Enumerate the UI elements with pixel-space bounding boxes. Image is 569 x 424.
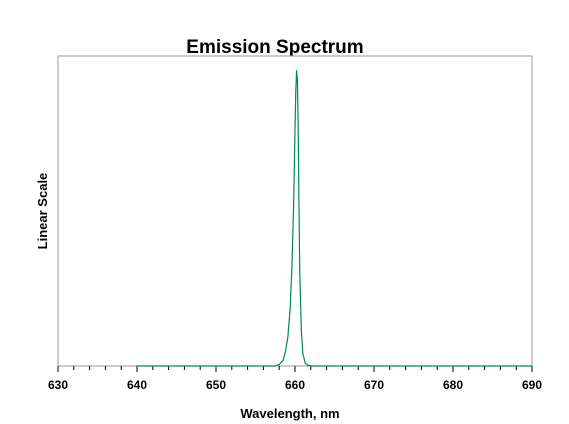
spectrum-data-point — [307, 364, 309, 366]
x-tick-label: 660 — [285, 378, 305, 392]
spectrum-data-point — [310, 365, 312, 367]
spectrum-data-point — [295, 91, 297, 92]
spectrum-data-point — [297, 123, 299, 125]
x-tick-label: 690 — [522, 378, 542, 392]
spectrum-data-point — [531, 365, 533, 367]
spectrum-data-point — [289, 306, 291, 308]
spectrum-data-point — [296, 70, 297, 72]
y-axis-label: Linear Scale — [35, 173, 50, 250]
spectrum-data-point — [287, 336, 289, 337]
spectrum-data-point — [302, 353, 304, 355]
spectrum-data-point — [274, 365, 276, 367]
x-tick-label: 630 — [48, 378, 68, 392]
x-tick-label: 680 — [443, 378, 463, 392]
spectrum-data-point — [285, 350, 286, 352]
chart-title: Emission Spectrum — [186, 37, 363, 58]
x-axis-label: Wavelength, nm — [240, 406, 339, 421]
spectrum-data-point — [136, 365, 138, 367]
spectrum-data-point — [278, 364, 280, 365]
series-layer — [136, 70, 533, 367]
spectrum-data-point — [293, 212, 294, 213]
spectrum-data-point — [294, 129, 296, 131]
x-tick-label: 650 — [206, 378, 226, 392]
spectrum-data-point — [300, 330, 302, 331]
spectrum-data-point — [293, 173, 295, 175]
x-tick-label: 640 — [127, 378, 147, 392]
x-axis-tick-labels: 630 640 650 660 670 680 690 — [48, 378, 542, 392]
spectrum-data-point — [304, 362, 306, 364]
spectrum-data-point — [282, 359, 284, 361]
x-axis-ticks — [57, 366, 533, 372]
x-tick-label: 670 — [364, 378, 384, 392]
spectrum-data-point — [291, 268, 293, 269]
spectrum-data-point — [296, 79, 298, 81]
spectrum-data-point — [299, 271, 301, 272]
spectrum-data-point — [298, 203, 300, 205]
